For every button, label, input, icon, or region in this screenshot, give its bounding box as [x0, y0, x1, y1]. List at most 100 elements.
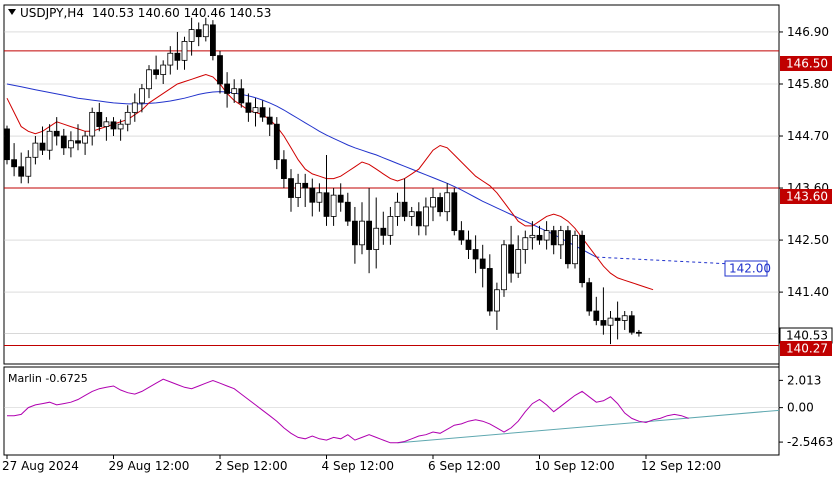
level-143-60-box — [780, 189, 832, 204]
candle — [550, 225, 557, 255]
level-140-27-label: 140.27 — [786, 342, 828, 356]
candle-body-bull — [46, 130, 53, 151]
price-tick-label: 145.80 — [787, 77, 829, 91]
candle — [11, 143, 18, 177]
candle-body-bull — [515, 249, 522, 274]
candle — [209, 20, 216, 61]
candle-body-bear — [479, 258, 486, 269]
candle-body-bear — [401, 201, 408, 217]
candle-body-bull — [387, 216, 394, 236]
candle — [103, 117, 110, 141]
grid — [4, 31, 779, 293]
horizontal-levels — [4, 50, 779, 347]
chart-ohlc: 140.53 140.60 140.46 140.53 — [92, 6, 271, 20]
slow-ma-line — [6, 83, 597, 258]
candle — [117, 119, 124, 141]
candle — [110, 117, 117, 137]
candle-body-bull — [117, 123, 124, 130]
candle — [138, 83, 145, 113]
candle-body-bear — [39, 142, 46, 151]
time-tick-label: 4 Sep 12:00 — [322, 459, 394, 473]
candle — [181, 36, 188, 70]
candle — [600, 287, 607, 335]
candle — [522, 230, 529, 264]
indicator-label: Marlin -0.6725 — [8, 372, 88, 385]
candle — [444, 183, 451, 222]
candle-body-bear — [110, 121, 117, 130]
candle — [295, 173, 302, 207]
candle — [394, 192, 401, 226]
candle-body-bull — [160, 64, 167, 75]
candle-body-bear — [209, 24, 216, 57]
candle-body-bull — [430, 197, 436, 208]
indicator-trendline — [397, 409, 780, 444]
time-tick-label: 6 Sep 12:00 — [428, 459, 500, 473]
symbol-dropdown-icon[interactable] — [8, 9, 16, 15]
candle-body-bear — [259, 107, 266, 118]
candle-body-bear — [458, 230, 465, 241]
price-pane-frame — [3, 4, 780, 365]
candle — [18, 152, 25, 184]
candle-body-bear — [344, 201, 351, 222]
level-146-50-label: 146.50 — [786, 57, 828, 71]
candle-body-bear — [60, 135, 67, 149]
candle — [579, 230, 585, 288]
candle-body-bull — [493, 289, 500, 312]
indicator-lines: 2.013 0.00 -2.5463 — [4, 373, 833, 449]
candle — [593, 296, 600, 326]
candle — [4, 125, 10, 165]
candle-body-bull — [124, 111, 131, 125]
candle — [430, 188, 436, 222]
candle — [565, 225, 571, 269]
candle-body-bear — [337, 194, 344, 203]
candle-body-bull — [146, 69, 152, 90]
current-price-label: 140.53 — [786, 329, 828, 343]
candle — [252, 98, 259, 127]
candle — [68, 131, 74, 158]
indicator-tick-label: 2.013 — [787, 373, 821, 387]
candle-body-bear — [351, 220, 358, 246]
candle — [266, 107, 273, 137]
candle-body-bull — [607, 317, 614, 326]
time-axis: 27 Aug 2024 29 Aug 12:00 2 Sep 12:00 4 Sep … — [2, 455, 721, 473]
moving-averages — [6, 73, 727, 291]
candle-body-bear — [472, 249, 479, 260]
candle — [280, 150, 287, 189]
candle — [330, 188, 337, 226]
candle — [536, 225, 543, 245]
level-143-60-label: 143.60 — [786, 190, 828, 204]
candle — [458, 221, 465, 245]
candle-body-bear — [600, 320, 607, 326]
candle — [508, 225, 515, 283]
price-tick-label: 144.70 — [787, 129, 829, 143]
candle — [46, 124, 53, 160]
candle-body-bull — [188, 29, 195, 42]
candle-body-bull — [202, 24, 209, 38]
candle-body-bear — [224, 83, 231, 94]
candle-body-bull — [543, 230, 550, 241]
candle — [82, 131, 88, 155]
candle — [131, 93, 138, 122]
candle — [188, 17, 195, 56]
candle — [515, 235, 522, 278]
candle-body-bull — [330, 194, 337, 217]
candle-body-bull — [231, 88, 238, 94]
candle-body-bull — [522, 237, 529, 250]
candle-body-bull — [68, 140, 74, 149]
candle-body-bull — [25, 156, 32, 177]
candle-body-bear — [4, 128, 10, 161]
time-tick-label: 27 Aug 2024 — [2, 459, 79, 473]
indicator-line — [7, 378, 689, 444]
candle — [493, 282, 500, 330]
candle — [337, 183, 344, 212]
candle — [96, 102, 103, 132]
candle — [387, 206, 394, 245]
candle-body-bull — [138, 88, 145, 104]
candle — [501, 240, 507, 297]
candle-body-bull — [82, 135, 88, 144]
candle-body-bear — [280, 159, 287, 179]
candle — [607, 311, 614, 345]
candle-body-bear — [302, 182, 309, 189]
candle — [628, 311, 635, 335]
